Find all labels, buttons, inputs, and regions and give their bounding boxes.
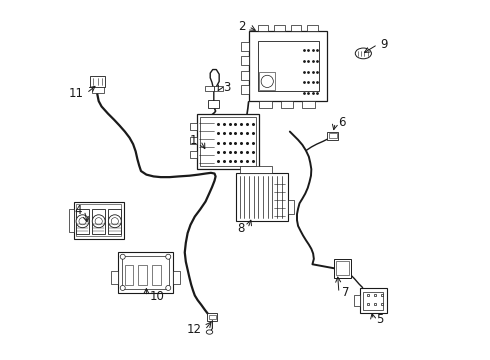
Bar — [334, 259, 351, 278]
Bar — [190, 151, 196, 158]
Bar — [152, 265, 161, 285]
Text: 1: 1 — [190, 134, 197, 147]
Circle shape — [166, 254, 171, 259]
Bar — [76, 209, 89, 234]
Circle shape — [120, 285, 125, 291]
Text: 11: 11 — [69, 87, 84, 100]
Circle shape — [261, 75, 273, 87]
Bar — [274, 25, 285, 31]
Bar — [336, 261, 349, 275]
Bar — [208, 100, 219, 108]
Bar — [241, 71, 248, 80]
Text: 7: 7 — [342, 287, 349, 300]
Bar — [241, 56, 248, 65]
Bar — [329, 134, 337, 138]
Text: 12: 12 — [187, 323, 202, 336]
Circle shape — [95, 218, 102, 225]
Circle shape — [111, 218, 119, 225]
Bar — [92, 209, 105, 234]
Bar — [302, 101, 315, 108]
Text: 10: 10 — [149, 290, 164, 303]
Bar — [236, 173, 288, 221]
Bar — [241, 85, 248, 94]
Bar — [288, 200, 294, 214]
Bar — [196, 114, 259, 169]
Bar — [205, 86, 214, 91]
Bar — [364, 292, 383, 310]
Bar — [207, 314, 218, 320]
Circle shape — [79, 218, 86, 225]
Circle shape — [166, 285, 171, 291]
Bar — [307, 25, 318, 31]
Bar — [259, 101, 272, 108]
Circle shape — [120, 254, 125, 259]
Circle shape — [92, 215, 105, 228]
Bar — [327, 132, 338, 140]
Bar — [139, 265, 147, 285]
Bar — [214, 86, 223, 91]
Bar — [360, 288, 387, 314]
Bar — [173, 271, 180, 284]
Ellipse shape — [206, 330, 213, 334]
Bar — [354, 296, 360, 306]
Bar — [200, 117, 256, 166]
Bar — [111, 271, 118, 284]
Ellipse shape — [355, 48, 371, 59]
Bar — [118, 252, 173, 293]
Bar — [190, 123, 196, 130]
Text: 3: 3 — [223, 81, 230, 94]
Bar — [291, 25, 301, 31]
Text: 9: 9 — [381, 38, 388, 51]
Bar — [258, 25, 269, 31]
Text: 8: 8 — [238, 222, 245, 235]
Bar — [240, 166, 272, 173]
Bar — [92, 87, 104, 93]
Bar — [125, 265, 133, 285]
Bar — [90, 76, 105, 87]
Bar — [108, 209, 122, 234]
Text: 4: 4 — [74, 204, 81, 217]
Bar — [241, 42, 248, 51]
Bar — [209, 315, 216, 319]
Text: 2: 2 — [238, 20, 245, 33]
Bar — [190, 137, 196, 144]
Text: 5: 5 — [376, 313, 384, 327]
Bar — [248, 31, 327, 101]
Bar — [258, 41, 318, 91]
Circle shape — [76, 215, 89, 228]
Bar — [74, 202, 124, 239]
Text: 6: 6 — [338, 116, 346, 129]
Bar — [69, 209, 74, 232]
Circle shape — [108, 215, 122, 228]
Bar — [76, 204, 121, 236]
Bar — [122, 256, 169, 289]
Bar — [259, 72, 275, 90]
Bar — [281, 101, 294, 108]
